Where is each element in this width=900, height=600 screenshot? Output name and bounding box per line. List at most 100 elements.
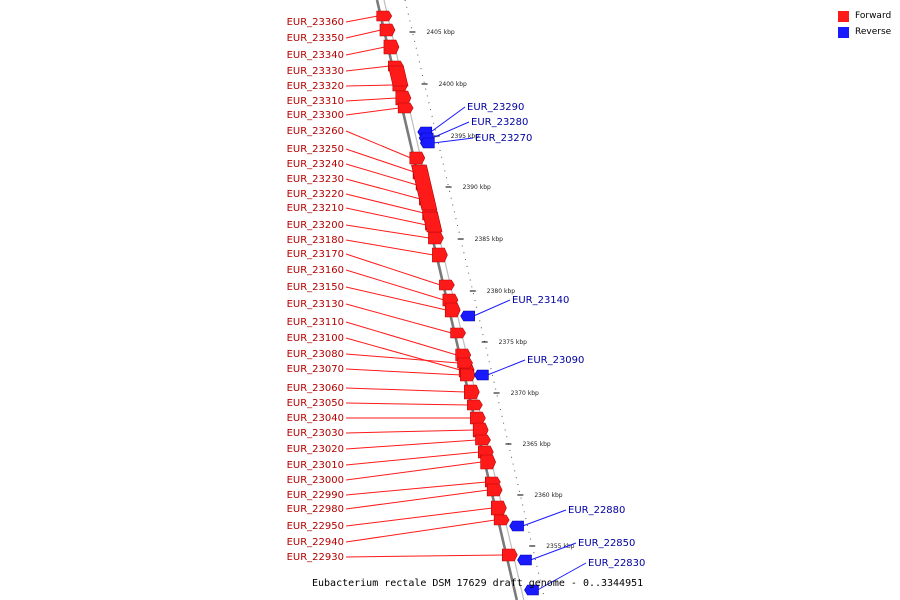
- reverse-gene-label[interactable]: EUR_22850: [578, 538, 635, 549]
- reverse-gene-feature[interactable]: [460, 310, 475, 322]
- forward-gene-label[interactable]: EUR_23220: [287, 189, 344, 200]
- forward-gene-feature[interactable]: [470, 411, 486, 425]
- forward-gene-feature[interactable]: [450, 327, 466, 339]
- legend-reverse[interactable]: Reverse: [838, 24, 898, 40]
- forward-gene-label[interactable]: EUR_23240: [287, 159, 344, 170]
- caption-range: 0..3344951: [582, 578, 644, 589]
- gene-connector: [345, 439, 477, 450]
- forward-gene-feature[interactable]: [457, 357, 473, 369]
- forward-gene-feature[interactable]: [486, 483, 503, 497]
- forward-gene-feature[interactable]: [475, 434, 491, 446]
- forward-gene-label[interactable]: EUR_23050: [287, 398, 344, 409]
- gene-connector: [530, 542, 577, 561]
- forward-gene-label[interactable]: EUR_23000: [287, 475, 344, 486]
- forward-gene-label[interactable]: EUR_22950: [287, 521, 344, 532]
- forward-gene-label[interactable]: EUR_22940: [287, 537, 344, 548]
- tick-label: 2390 kbp: [463, 184, 491, 191]
- gene-connector: [345, 337, 461, 371]
- forward-gene-feature[interactable]: [388, 65, 409, 87]
- forward-gene-label[interactable]: EUR_23150: [287, 282, 344, 293]
- reverse-gene-feature[interactable]: [517, 554, 532, 566]
- forward-gene-feature[interactable]: [472, 422, 489, 438]
- forward-gene-label[interactable]: EUR_23010: [287, 460, 344, 471]
- forward-gene-label[interactable]: EUR_23020: [287, 444, 344, 455]
- forward-gene-feature[interactable]: [428, 231, 444, 245]
- forward-gene-label[interactable]: EUR_22930: [287, 552, 344, 563]
- forward-gene-label[interactable]: EUR_22980: [287, 504, 344, 515]
- axis-dotted-line: [404, 0, 546, 600]
- reverse-gene-label[interactable]: EUR_23280: [471, 117, 528, 128]
- forward-gene-label[interactable]: EUR_23310: [287, 96, 344, 107]
- legend-forward[interactable]: Forward: [838, 8, 898, 24]
- forward-gene-label[interactable]: EUR_23330: [287, 66, 344, 77]
- gene-connector: [345, 387, 466, 393]
- reverse-gene-label[interactable]: EUR_23140: [512, 295, 569, 306]
- gene-connector: [345, 29, 382, 39]
- forward-gene-label[interactable]: EUR_23320: [287, 81, 344, 92]
- kbp-ticks: 2405 kbp 2400 kbp 2395 kbp 2390 kbp 2385 kbp…: [409, 29, 575, 550]
- forward-gene-feature[interactable]: [397, 102, 414, 114]
- forward-gene-feature[interactable]: [502, 548, 518, 562]
- reverse-gene-feature[interactable]: [524, 584, 539, 596]
- forward-gene-label[interactable]: EUR_23340: [287, 50, 344, 61]
- reverse-gene-label[interactable]: EUR_23270: [475, 133, 532, 144]
- forward-gene-label[interactable]: EUR_23040: [287, 413, 344, 424]
- reverse-gene-feature[interactable]: [419, 137, 435, 149]
- gene-connector: [345, 321, 457, 356]
- forward-gene-label[interactable]: EUR_23160: [287, 265, 344, 276]
- forward-gene-feature[interactable]: [444, 302, 461, 318]
- forward-gene-label[interactable]: EUR_23030: [287, 428, 344, 439]
- forward-gene-feature[interactable]: [467, 399, 483, 411]
- forward-gene-label[interactable]: EUR_23130: [287, 299, 344, 310]
- forward-gene-label[interactable]: EUR_23080: [287, 349, 344, 360]
- tick-label: 2395 kbp: [451, 133, 479, 140]
- forward-gene-feature[interactable]: [432, 247, 448, 263]
- gene-connector: [430, 106, 466, 133]
- forward-gene-label[interactable]: EUR_23350: [287, 33, 344, 44]
- forward-gene-feature[interactable]: [493, 514, 510, 526]
- forward-gene-feature[interactable]: [439, 279, 455, 291]
- forward-gene-label[interactable]: EUR_23260: [287, 126, 344, 137]
- reverse-gene-label[interactable]: EUR_22880: [568, 505, 625, 516]
- legend-reverse-label: Reverse: [855, 27, 892, 37]
- forward-gene-feature[interactable]: [422, 211, 443, 233]
- forward-gene-feature[interactable]: [383, 39, 400, 55]
- gene-connector: [345, 84, 394, 87]
- forward-swatch: [838, 10, 849, 22]
- forward-gene-feature[interactable]: [409, 151, 426, 165]
- reverse-gene-label[interactable]: EUR_23290: [467, 102, 524, 113]
- reverse-genes: EUR_23290 EUR_23280 EUR_23270 EUR_23140 EUR_…: [417, 102, 645, 596]
- forward-gene-feature[interactable]: [491, 500, 507, 516]
- gene-connector: [345, 239, 434, 256]
- forward-gene-label[interactable]: EUR_23230: [287, 174, 344, 185]
- forward-gene-label[interactable]: EUR_23070: [287, 364, 344, 375]
- gene-connector: [345, 303, 452, 334]
- forward-gene-label[interactable]: EUR_23100: [287, 333, 344, 344]
- reverse-gene-label[interactable]: EUR_22830: [588, 558, 645, 569]
- tick-label: 2365 kbp: [522, 441, 550, 448]
- reverse-gene-feature[interactable]: [474, 369, 489, 381]
- forward-gene-label[interactable]: EUR_23110: [287, 317, 344, 328]
- reverse-gene-feature[interactable]: [509, 520, 524, 532]
- forward-gene-label[interactable]: EUR_23170: [287, 249, 344, 260]
- reverse-gene-label[interactable]: EUR_23090: [527, 355, 584, 366]
- forward-gene-feature[interactable]: [460, 368, 476, 382]
- forward-gene-feature[interactable]: [411, 164, 438, 211]
- tick-label: 2360 kbp: [534, 492, 562, 499]
- forward-gene-label[interactable]: EUR_23250: [287, 144, 344, 155]
- gene-connector: [345, 368, 462, 376]
- forward-gene-feature[interactable]: [379, 23, 396, 37]
- forward-gene-label[interactable]: EUR_23210: [287, 203, 344, 214]
- forward-gene-label[interactable]: EUR_23060: [287, 383, 344, 394]
- forward-gene-feature[interactable]: [480, 454, 496, 470]
- gene-connector: [345, 178, 421, 200]
- forward-gene-label[interactable]: EUR_23360: [287, 17, 344, 28]
- forward-gene-label[interactable]: EUR_23180: [287, 235, 344, 246]
- forward-gene-label[interactable]: EUR_23300: [287, 110, 344, 121]
- forward-gene-feature[interactable]: [464, 384, 480, 400]
- forward-gene-feature[interactable]: [395, 90, 412, 106]
- forward-gene-feature[interactable]: [376, 10, 393, 22]
- forward-gene-label[interactable]: EUR_22990: [287, 490, 344, 501]
- forward-gene-label[interactable]: EUR_23200: [287, 220, 344, 231]
